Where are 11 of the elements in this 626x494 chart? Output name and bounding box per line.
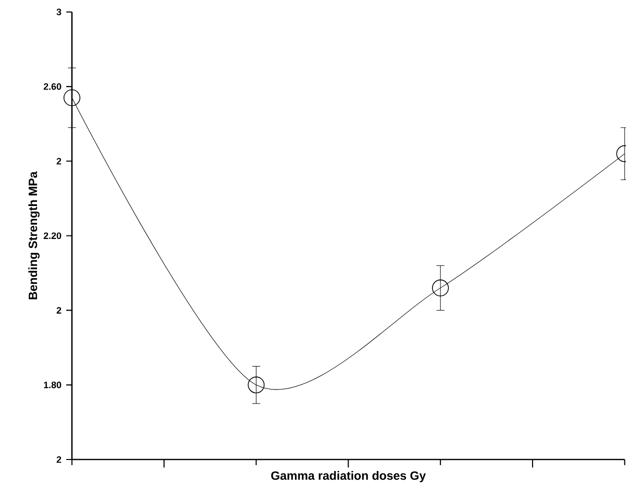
y-tick-label: 2 bbox=[56, 456, 62, 463]
y-tick-label: 2 bbox=[56, 307, 62, 314]
y-tick-label: 2.60 bbox=[44, 83, 62, 90]
point bbox=[64, 89, 80, 106]
y-tick-label: 1.80 bbox=[44, 382, 62, 388]
y-tick-label: 3 bbox=[56, 8, 62, 16]
x-axis-title: Gamma radiation doses Gy bbox=[271, 470, 426, 482]
y-axis-title: Bending Strength MPa bbox=[28, 171, 40, 300]
y-tick-label: 2 bbox=[56, 158, 62, 164]
point bbox=[248, 376, 265, 394]
y-tick-label: 2.20 bbox=[44, 232, 62, 239]
